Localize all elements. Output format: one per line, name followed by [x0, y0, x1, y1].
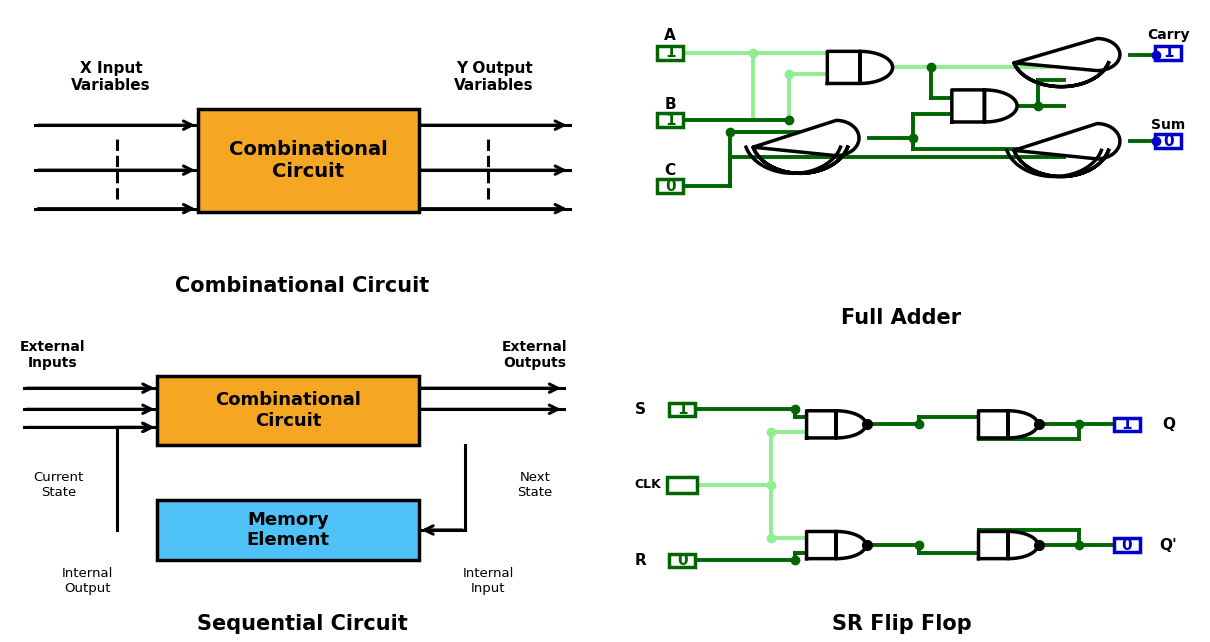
Text: 1: 1 [1122, 417, 1133, 432]
FancyBboxPatch shape [198, 109, 419, 212]
FancyBboxPatch shape [1156, 134, 1181, 148]
Text: Y Output
Variables: Y Output Variables [454, 61, 534, 93]
Polygon shape [1014, 39, 1120, 87]
Text: A: A [664, 28, 676, 43]
Text: B: B [664, 97, 676, 112]
Text: R: R [635, 553, 646, 568]
Text: Full Adder: Full Adder [841, 308, 962, 328]
FancyBboxPatch shape [1113, 418, 1140, 431]
Polygon shape [979, 411, 1038, 438]
FancyBboxPatch shape [1156, 46, 1181, 60]
Text: 1: 1 [1163, 46, 1174, 60]
Text: 1: 1 [666, 113, 675, 128]
Text: Q': Q' [1159, 537, 1177, 553]
Text: 1: 1 [676, 402, 687, 417]
Text: External
Outputs: External Outputs [502, 340, 567, 370]
Text: X Input
Variables: X Input Variables [71, 61, 151, 93]
FancyBboxPatch shape [657, 113, 684, 127]
Text: Q: Q [1162, 417, 1175, 432]
Text: Internal
Output: Internal Output [62, 568, 114, 595]
Text: S: S [635, 402, 646, 417]
Text: 0: 0 [1163, 134, 1174, 149]
Text: Combinational
Circuit: Combinational Circuit [215, 392, 361, 430]
Polygon shape [952, 90, 1018, 122]
FancyBboxPatch shape [669, 553, 695, 567]
Polygon shape [828, 51, 893, 83]
Text: Sequential Circuit: Sequential Circuit [197, 614, 408, 634]
FancyBboxPatch shape [157, 376, 419, 446]
FancyBboxPatch shape [667, 478, 697, 493]
Text: 0: 0 [666, 178, 675, 194]
Text: Combinational Circuit: Combinational Circuit [175, 275, 430, 296]
Polygon shape [807, 411, 866, 438]
Polygon shape [807, 532, 866, 559]
Text: 0: 0 [1122, 537, 1133, 553]
Text: Memory
Element: Memory Element [247, 510, 329, 550]
Polygon shape [979, 532, 1038, 559]
FancyBboxPatch shape [157, 500, 419, 560]
Text: Internal
Input: Internal Input [462, 568, 514, 595]
Text: C: C [664, 162, 675, 178]
Text: SR Flip Flop: SR Flip Flop [831, 614, 972, 634]
FancyBboxPatch shape [657, 46, 684, 60]
Text: 0: 0 [676, 553, 687, 568]
Text: External
Inputs: External Inputs [21, 340, 86, 370]
Text: Combinational
Circuit: Combinational Circuit [229, 140, 387, 181]
Text: CLK: CLK [634, 478, 662, 491]
FancyBboxPatch shape [1113, 539, 1140, 551]
Text: Carry: Carry [1147, 28, 1189, 42]
Text: Sum: Sum [1151, 118, 1186, 132]
Text: 1: 1 [666, 46, 675, 60]
FancyBboxPatch shape [669, 403, 695, 416]
Text: Next
State: Next State [517, 471, 553, 499]
FancyBboxPatch shape [657, 179, 684, 193]
Polygon shape [753, 121, 859, 173]
Text: Current
State: Current State [34, 471, 83, 499]
Polygon shape [1014, 124, 1120, 177]
